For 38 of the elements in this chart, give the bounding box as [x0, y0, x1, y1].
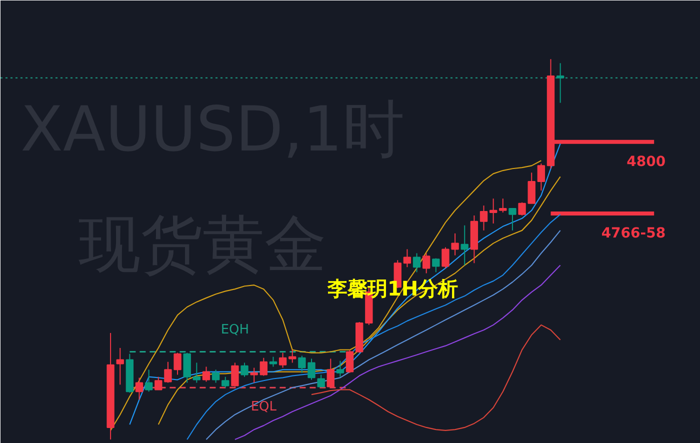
candlestick: [537, 163, 546, 192]
candlestick: [432, 258, 440, 273]
candlestick: [269, 356, 278, 368]
candlestick: [174, 352, 182, 376]
candlestick: [518, 202, 526, 216]
candlestick: [326, 358, 334, 388]
candlestick: [403, 248, 412, 268]
candlestick: [192, 362, 201, 384]
candlestick: [336, 360, 344, 378]
candlestick: [164, 361, 172, 384]
ref-line-label: EQH: [220, 322, 250, 338]
candlestick: [260, 357, 268, 376]
candlestick: [240, 362, 248, 378]
candlestick: [154, 376, 162, 390]
ref-line-label: 4800: [626, 154, 666, 170]
candlestick: [460, 224, 468, 266]
candlestick: [212, 369, 220, 384]
ref-line-label: 4766-58: [601, 226, 666, 242]
candlestick: [222, 376, 230, 388]
candlestick: [412, 252, 421, 273]
candlestick: [346, 349, 354, 374]
candlestick: [317, 374, 325, 388]
candlestick: [202, 366, 210, 382]
candlestick: [422, 252, 430, 274]
candlestick: [528, 172, 536, 204]
candlestick: [499, 198, 507, 214]
candlestick: [183, 352, 191, 384]
candlestick: [231, 362, 239, 388]
candlestick: [480, 205, 488, 231]
candlestick: [135, 377, 144, 400]
candlestick: [508, 208, 516, 231]
candlestick: [250, 367, 258, 384]
ref-line-label: EQL: [250, 400, 278, 415]
candlestick: [278, 352, 287, 368]
candlestick: [489, 198, 498, 224]
candlestick: [116, 347, 124, 386]
candlestick: [556, 62, 564, 104]
candlestick: [144, 369, 153, 392]
